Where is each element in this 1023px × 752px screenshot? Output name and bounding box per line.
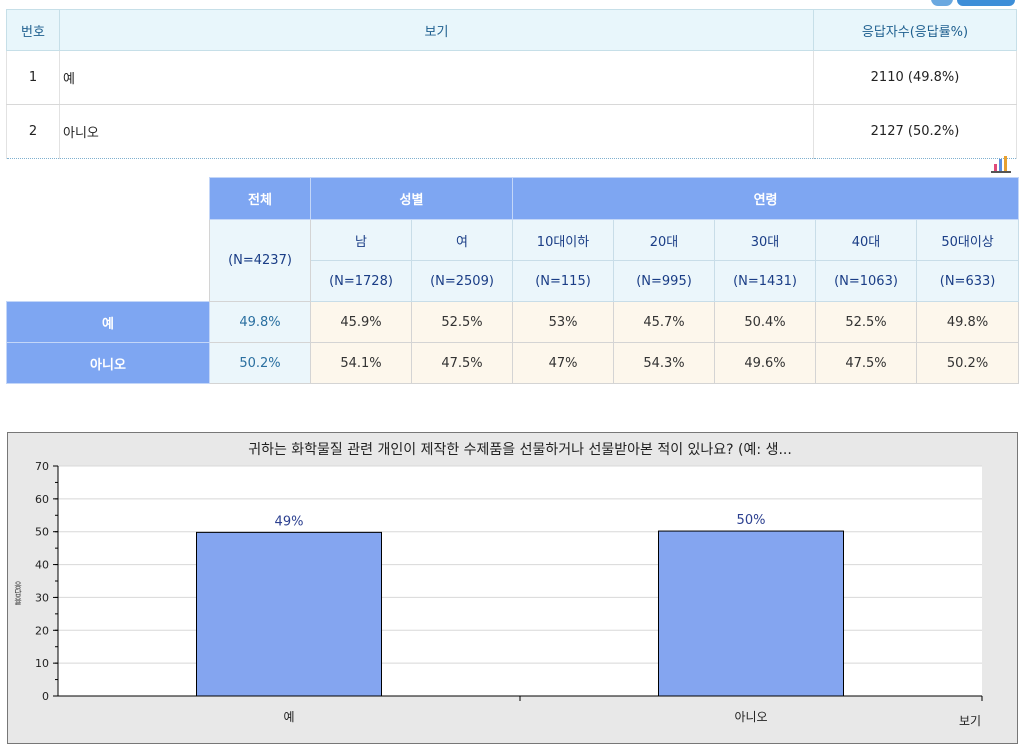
total-n: (N=4237) [209,219,311,302]
row-no: 2 [6,104,60,159]
col-header-option: 보기 [59,9,814,51]
crosstab-table: 전체 성별 연령 (N=4237) 남 여 10대이하 20대 30대 40대 … [6,177,1020,384]
col-n: (N=1728) [310,260,412,302]
summary-header-row: 번호 보기 응답자수(응답률%) [6,9,1017,51]
y-tick-label: 60 [35,493,49,506]
y-tick-label: 10 [35,657,49,670]
cell-value: 47% [512,342,615,384]
table-row: 예 49.8% 45.9% 52.5% 53% 45.7% 50.4% 52.5… [6,301,1020,343]
bar [196,531,382,697]
y-tick-label: 0 [42,690,49,703]
corner-cell [6,177,210,302]
cell-value: 54.3% [613,342,716,384]
summary-table: 번호 보기 응답자수(응답률%) 1 예 2110 (49.8%) 2 아니오 … [6,9,1017,159]
group-header-age: 연령 [512,177,1020,220]
cell-value: 52.5% [410,301,514,343]
col-header-no: 번호 [6,9,60,51]
table-row: 2 아니오 2127 (50.2%) [6,104,1017,159]
col-n: (N=995) [613,260,716,302]
col-label: 30대 [714,219,817,261]
row-label: 예 [6,301,210,343]
table-row: 1 예 2110 (49.8%) [6,50,1017,105]
y-tick-label: 50 [35,526,49,539]
table-row: 아니오 50.2% 54.1% 47.5% 47% 54.3% 49.6% 47… [6,342,1020,384]
col-n: (N=1431) [714,260,817,302]
cell-value: 47.5% [815,342,918,384]
crosstab-n-row: (N=1728) (N=2509) (N=115) (N=995) (N=143… [7,260,1020,302]
toolbar-icon-button[interactable] [931,0,953,6]
chart-svg: 귀하는 화학물질 관련 개인이 제작한 수제품을 선물하거나 선물받아본 적이 … [13,442,983,728]
bar [658,530,844,697]
cell-value: 52.5% [815,301,918,343]
x-tick-label: 아니오 [734,710,767,724]
y-axis-label: 응답율 [13,581,22,605]
cell-value: 49.6% [714,342,817,384]
row-total: 50.2% [209,342,311,384]
y-tick-label: 30 [35,591,49,604]
col-label: 50대이상 [916,219,1020,261]
col-label: 40대 [815,219,918,261]
y-tick-label: 20 [35,624,49,637]
bar-chart-icon[interactable] [990,155,1012,173]
response-bar-chart: 귀하는 화학물질 관련 개인이 제작한 수제품을 선물하거나 선물받아본 적이 … [7,432,1018,744]
col-n: (N=633) [916,260,1020,302]
group-header-gender: 성별 [309,177,514,220]
row-count: 2127 (50.2%) [813,104,1017,159]
col-label: 20대 [613,219,716,261]
y-tick-label: 40 [35,559,49,572]
row-option: 예 [59,50,814,105]
cell-value: 47.5% [410,342,514,384]
cell-value: 45.7% [613,301,716,343]
data-label: 50% [737,513,766,528]
col-n: (N=1063) [815,260,918,302]
col-label: 10대이하 [512,219,615,261]
chart-title: 귀하는 화학물질 관련 개인이 제작한 수제품을 선물하거나 선물받아본 적이 … [248,442,792,458]
row-total: 49.8% [209,301,311,343]
row-label: 아니오 [6,342,210,384]
cell-value: 50.2% [916,342,1020,384]
toolbar-action-button[interactable] [957,0,1015,6]
col-label: 남 [310,219,412,261]
cell-value: 49.8% [916,301,1020,343]
x-tick-label: 예 [283,710,294,724]
cell-value: 54.1% [310,342,412,384]
row-option: 아니오 [59,104,814,159]
row-no: 1 [6,50,60,105]
cell-value: 53% [512,301,615,343]
col-header-count: 응답자수(응답률%) [813,9,1017,51]
x-axis-label: 보기 [959,714,981,728]
total-header: 전체 [209,177,311,220]
col-n: (N=115) [512,260,615,302]
col-n: (N=2509) [410,260,514,302]
cell-value: 45.9% [310,301,412,343]
data-label: 49% [275,514,304,529]
crosstab-group-row: 전체 성별 연령 [6,177,1020,302]
col-label: 여 [410,219,514,261]
cell-value: 50.4% [714,301,817,343]
crosstab-subheader-row: (N=4237) 남 여 10대이하 20대 30대 40대 50대이상 [7,219,1020,302]
row-count: 2110 (49.8%) [813,50,1017,105]
y-tick-label: 70 [35,460,49,473]
